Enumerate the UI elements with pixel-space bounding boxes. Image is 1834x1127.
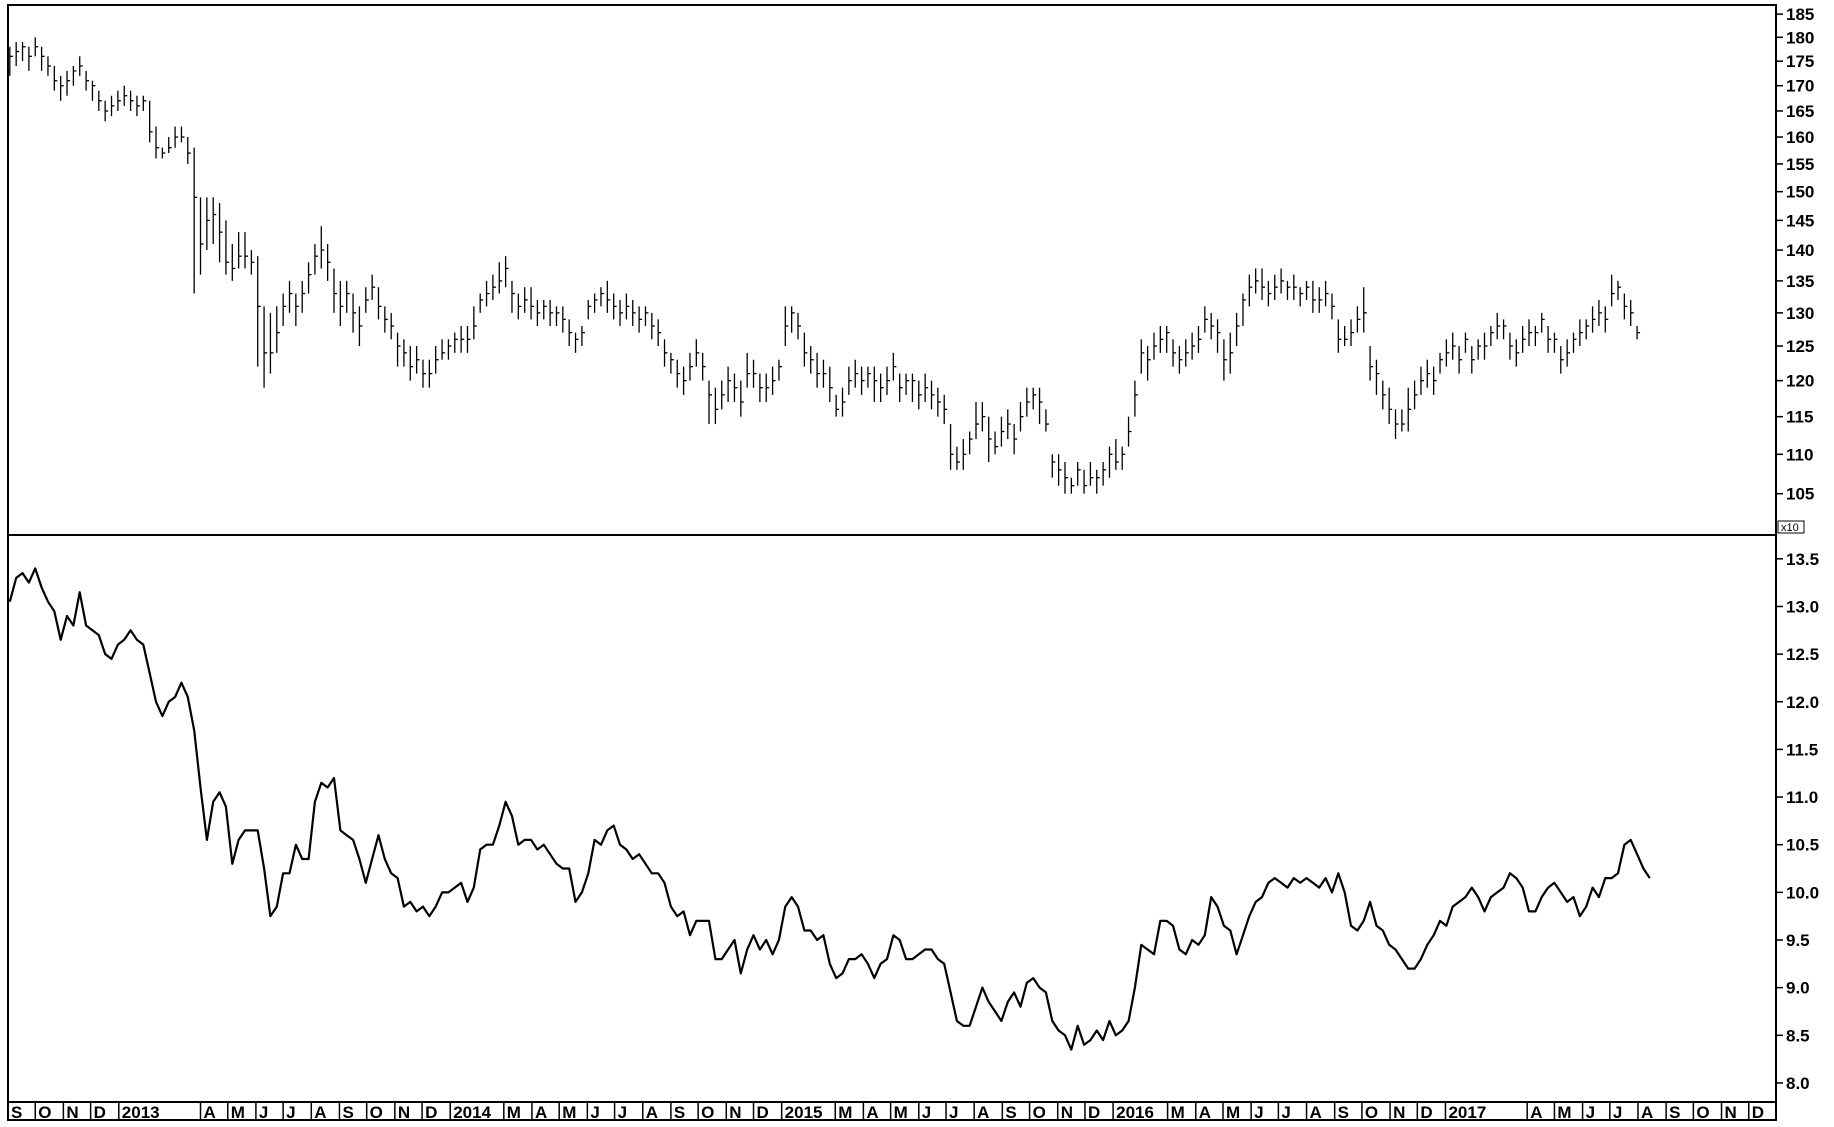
x-axis-label: N: [398, 1103, 410, 1122]
x-axis-label: O: [1696, 1103, 1709, 1122]
x-axis-label: M: [231, 1103, 245, 1122]
x-axis-label: 2017: [1448, 1103, 1486, 1122]
x-axis-label: S: [342, 1103, 353, 1122]
x-axis-label: D: [94, 1103, 106, 1122]
x-axis-label: A: [314, 1103, 326, 1122]
price-y-tick-label: 140: [1786, 241, 1814, 260]
ratio-line-panel: [8, 567, 1651, 1051]
price-y-tick-label: 120: [1786, 372, 1814, 391]
ratio-y-tick-label: 9.5: [1786, 931, 1810, 950]
x-axis-label: A: [1310, 1103, 1322, 1122]
ratio-y-tick-label: 11.0: [1786, 788, 1818, 807]
x-axis-label: N: [1725, 1103, 1737, 1122]
x-axis-label: N: [1393, 1103, 1405, 1122]
x-axis-label: J: [922, 1103, 931, 1122]
x-axis-label: A: [535, 1103, 547, 1122]
x-axis-label: J: [286, 1103, 295, 1122]
x-axis-label: S: [674, 1103, 685, 1122]
x-axis-label: 2014: [453, 1103, 491, 1122]
multiplier-label: x10: [1781, 522, 1799, 534]
price-y-tick-label: 155: [1786, 155, 1814, 174]
price-y-axis: 105 110 115 120 125 130 135 140 145 150 155 160 165 1…: [1776, 5, 1814, 534]
x-axis-label: O: [1365, 1103, 1378, 1122]
x-axis-label: 2016: [1116, 1103, 1154, 1122]
x-axis-label: D: [1752, 1103, 1764, 1122]
price-y-tick-label: 160: [1786, 128, 1814, 147]
ratio-y-tick-label: 10.0: [1786, 883, 1819, 902]
chart-frame: [7, 4, 1777, 1121]
ratio-y-tick-label: 8.5: [1786, 1026, 1810, 1045]
x-axis-label: S: [1669, 1103, 1680, 1122]
x-axis-label: D: [1088, 1103, 1100, 1122]
x-axis-label: M: [562, 1103, 576, 1122]
price-bars-panel: [9, 37, 1641, 494]
price-y-tick-label: 135: [1786, 272, 1814, 291]
ratio-y-tick-label: 13.5: [1786, 550, 1819, 569]
x-axis-label: D: [757, 1103, 769, 1122]
date-x-axis: S O N D 2013 A M J J A S O N D 2014 M A M J J A S O N D 2015 M A M J J…: [7, 1102, 1764, 1122]
x-axis-label: S: [1338, 1103, 1349, 1122]
x-axis-label: O: [370, 1103, 383, 1122]
x-axis-label: A: [1530, 1103, 1542, 1122]
x-axis-label: J: [590, 1103, 599, 1122]
x-axis-label: J: [1613, 1103, 1622, 1122]
multiplier-box: [1777, 520, 1805, 534]
x-axis-label: M: [838, 1103, 852, 1122]
x-axis-label: N: [1061, 1103, 1073, 1122]
ratio-y-tick-label: 10.5: [1786, 836, 1819, 855]
price-y-tick-label: 180: [1786, 28, 1814, 47]
price-y-tick-label: 130: [1786, 304, 1814, 323]
ratio-y-tick-label: 13.0: [1786, 597, 1819, 616]
x-axis-label: 2015: [785, 1103, 823, 1122]
x-axis-label: J: [949, 1103, 958, 1122]
price-y-tick-label: 105: [1786, 485, 1814, 504]
ratio-y-tick-label: 12.5: [1786, 645, 1819, 664]
price-y-tick-label: 115: [1786, 408, 1813, 427]
x-axis-label: M: [1226, 1103, 1240, 1122]
x-axis-label: S: [11, 1103, 22, 1122]
price-y-tick-label: 185: [1786, 5, 1814, 24]
ratio-y-tick-label: 11.5: [1786, 740, 1818, 759]
ratio-y-tick-label: 8.0: [1786, 1074, 1810, 1093]
x-axis-label: J: [259, 1103, 268, 1122]
x-axis-label: J: [1254, 1103, 1263, 1122]
x-axis-label: D: [425, 1103, 437, 1122]
ratio-y-tick-label: 12.0: [1786, 693, 1819, 712]
chart-border: [7, 4, 1777, 1121]
x-axis-label: J: [1586, 1103, 1595, 1122]
x-axis-label: D: [1420, 1103, 1432, 1122]
x-axis-label: M: [1171, 1103, 1185, 1122]
x-axis-label: N: [729, 1103, 741, 1122]
x-axis-label: S: [1005, 1103, 1016, 1122]
x-axis-label: J: [618, 1103, 627, 1122]
x-axis-label: 2013: [122, 1103, 160, 1122]
x-axis-label: A: [646, 1103, 658, 1122]
ratio-y-axis: 8.0 8.5 9.0 9.5 10.0 10.5 11.0 11.5 12.0 12.5 13.0…: [1776, 550, 1819, 1093]
x-axis-label: O: [701, 1103, 714, 1122]
x-axis-label: J: [1281, 1103, 1290, 1122]
x-axis-label: M: [507, 1103, 521, 1122]
x-axis-label: A: [1199, 1103, 1211, 1122]
price-y-tick-label: 150: [1786, 183, 1814, 202]
ratio-series-line: [8, 567, 1651, 1051]
x-axis-label: O: [38, 1103, 51, 1122]
price-y-tick-label: 110: [1786, 445, 1813, 464]
price-y-tick-label: 175: [1786, 52, 1814, 71]
x-axis-label: A: [1641, 1103, 1653, 1122]
price-y-tick-label: 125: [1786, 337, 1814, 356]
x-axis-label: N: [66, 1103, 78, 1122]
x-axis-label: A: [977, 1103, 989, 1122]
x-axis-label: M: [1557, 1103, 1571, 1122]
x-axis-label: M: [894, 1103, 908, 1122]
x-axis-label: A: [204, 1103, 216, 1122]
price-y-tick-label: 170: [1786, 77, 1814, 96]
price-y-tick-label: 165: [1786, 102, 1814, 121]
ratio-y-tick-label: 9.0: [1786, 979, 1810, 998]
x-axis-label: A: [866, 1103, 878, 1122]
x-axis-label: O: [1033, 1103, 1046, 1122]
price-y-tick-label: 145: [1786, 211, 1814, 230]
